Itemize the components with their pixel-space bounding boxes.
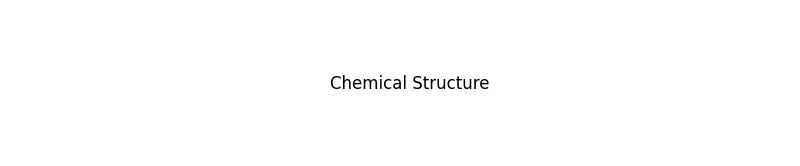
Text: Chemical Structure: Chemical Structure bbox=[330, 75, 490, 93]
